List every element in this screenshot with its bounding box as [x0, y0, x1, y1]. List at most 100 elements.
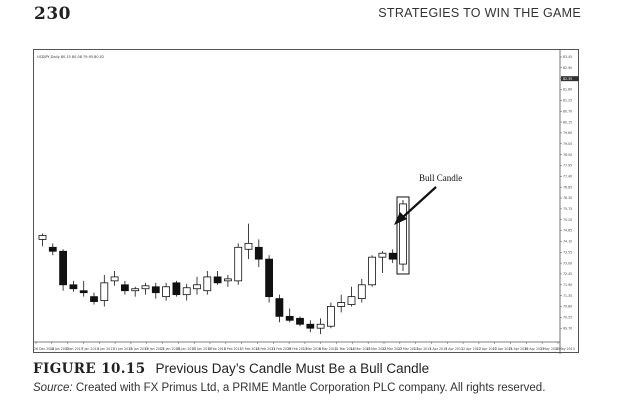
x-tick-label: 14 Mar 2013: [350, 347, 370, 351]
x-tick-label: 15 Jan 2013: [129, 347, 148, 351]
source-label: Source:: [33, 382, 73, 394]
y-tick-label: 82.90: [563, 66, 572, 70]
bull-candle: [244, 242, 253, 250]
annotation-label: Bull Candle: [419, 173, 462, 183]
x-tick-label: 31 Jan 2013: [192, 347, 211, 351]
bear-candle: [388, 252, 397, 260]
figure-source: Source: Created with FX Primus Ltd, a PR…: [33, 382, 545, 394]
x-tick-label: 3 May 2013: [540, 347, 559, 351]
y-tick-label: 83.45: [563, 55, 572, 59]
y-tick-label: 70.25: [563, 316, 572, 320]
x-tick-label: 27 Mar 2013: [398, 347, 418, 351]
current-price-label: 82.35: [563, 77, 572, 81]
x-tick-label: 13 Feb 2013: [240, 347, 260, 351]
bull-candle: [38, 235, 47, 240]
y-tick-label: 76.85: [563, 185, 572, 189]
x-tick-label: 19 Mar 2013: [366, 347, 386, 351]
bull-candle: [162, 286, 171, 298]
bull-candle: [316, 323, 325, 329]
bear-candle: [79, 290, 88, 294]
annotation-arrow: [402, 186, 437, 218]
y-tick-label: 73.00: [563, 261, 572, 265]
bull-candle: [193, 284, 201, 290]
bull-candle: [234, 246, 243, 282]
y-tick-label: 75.75: [563, 207, 572, 211]
highlight-box: [396, 196, 410, 275]
bull-candle: [399, 203, 407, 265]
x-tick-label: 18 Jan 2013: [50, 347, 69, 351]
x-tick-label: 11 Jan 2013: [113, 347, 132, 351]
bear-candle: [296, 317, 304, 325]
y-tick-label: 75.20: [563, 218, 572, 222]
x-tick-label: 21 Feb 2013: [271, 347, 291, 351]
x-tick-label: 28 Jan 2013: [176, 347, 195, 351]
bull-candle: [131, 288, 140, 292]
y-tick-label: 81.25: [563, 99, 572, 103]
y-tick-label: 78.50: [563, 153, 572, 157]
x-tick-label: 5 Feb 2013: [208, 347, 226, 351]
x-tick-label: 18 Feb 2013: [255, 347, 275, 351]
y-tick-label: 77.95: [563, 164, 572, 168]
x-tick-label: 11 Mar 2013: [335, 347, 355, 351]
bull-candle: [110, 276, 119, 282]
bull-candle: [368, 256, 377, 286]
figure-label: FIGURE 10.15: [33, 361, 146, 377]
figure-caption: FIGURE 10.15 Previous Day’s Candle Must B…: [33, 361, 429, 377]
x-tick-label: 8 Jan 2013: [66, 347, 83, 351]
page-number: 230: [34, 4, 71, 24]
y-tick-label: 77.40: [563, 175, 572, 179]
running-head: STRATEGIES TO WIN THE GAME: [378, 6, 581, 20]
bull-candle: [378, 252, 387, 258]
source-text: Created with FX Primus Ltd, a PRIME Mant…: [72, 382, 546, 394]
bull-candle: [337, 302, 346, 307]
x-tick-label: 30 Apr 2013: [524, 347, 544, 351]
x-tick-label: 26 Feb 2013: [287, 347, 307, 351]
y-tick-label: 80.15: [563, 120, 572, 124]
bull-candle: [326, 306, 335, 327]
bear-candle: [151, 286, 160, 294]
current-price-marker: [561, 76, 579, 82]
bear-candle: [265, 258, 274, 298]
bear-candle: [306, 323, 315, 329]
x-tick-label: 1 Apr 2013: [414, 347, 432, 351]
x-tick-label: 9 Apr 2013: [445, 347, 463, 351]
y-tick-label: 74.65: [563, 229, 572, 233]
bull-candle: [182, 287, 191, 296]
y-tick-label: 71.35: [563, 294, 572, 298]
bear-candle: [69, 284, 78, 290]
y-tick-label: 72.45: [563, 272, 572, 276]
x-tick-label: 17 Apr 2013: [477, 347, 497, 351]
bear-candle: [285, 315, 294, 321]
x-tick-label: 12 Apr 2013: [461, 347, 481, 351]
bear-candle: [275, 298, 284, 317]
x-tick-label: 23 Jan 2013: [161, 347, 180, 351]
x-tick-label: 22 Apr 2013: [493, 347, 513, 351]
x-tick-label: 4 Jan 2013: [97, 347, 114, 351]
y-tick-label: 71.90: [563, 283, 572, 287]
x-tick-label: 4 Apr 2013: [429, 347, 447, 351]
bear-candle: [121, 284, 129, 292]
figure-caption-text: Previous Day’s Candle Must Be a Bull Can…: [155, 361, 430, 376]
bull-candle: [203, 276, 212, 292]
x-tick-label: 8 May 2013: [556, 347, 575, 351]
x-tick-label: 1 Mar 2013: [303, 347, 321, 351]
x-tick-label: 8 Feb 2013: [224, 347, 242, 351]
candlestick-chart: USDJPY,Daily 80.15 80.08 79.95 80.02 83.4…: [33, 49, 579, 354]
x-tick-label: 26 Dec 2012: [34, 347, 54, 351]
y-tick-label: 79.60: [563, 131, 572, 135]
bear-candle: [172, 282, 181, 296]
x-tick-label: 6 Mar 2013: [319, 347, 337, 351]
y-tick-label: 74.10: [563, 240, 572, 244]
bull-candle: [347, 296, 356, 305]
bull-candle: [223, 278, 232, 282]
y-tick-label: 81.80: [563, 88, 572, 92]
bear-candle: [254, 246, 263, 260]
y-tick-label: 80.70: [563, 109, 572, 113]
y-tick-label: 73.55: [563, 250, 572, 254]
x-tick-label: 7 Jan 2013: [81, 347, 98, 351]
chart-title: USDJPY,Daily 80.15 80.08 79.95 80.02: [37, 55, 104, 59]
annotation-arrowhead: [394, 212, 407, 225]
y-tick-label: 70.80: [563, 305, 572, 309]
x-tick-label: 25 Apr 2013: [509, 347, 529, 351]
x-tick-label: 19 Jan 2013: [145, 347, 164, 351]
